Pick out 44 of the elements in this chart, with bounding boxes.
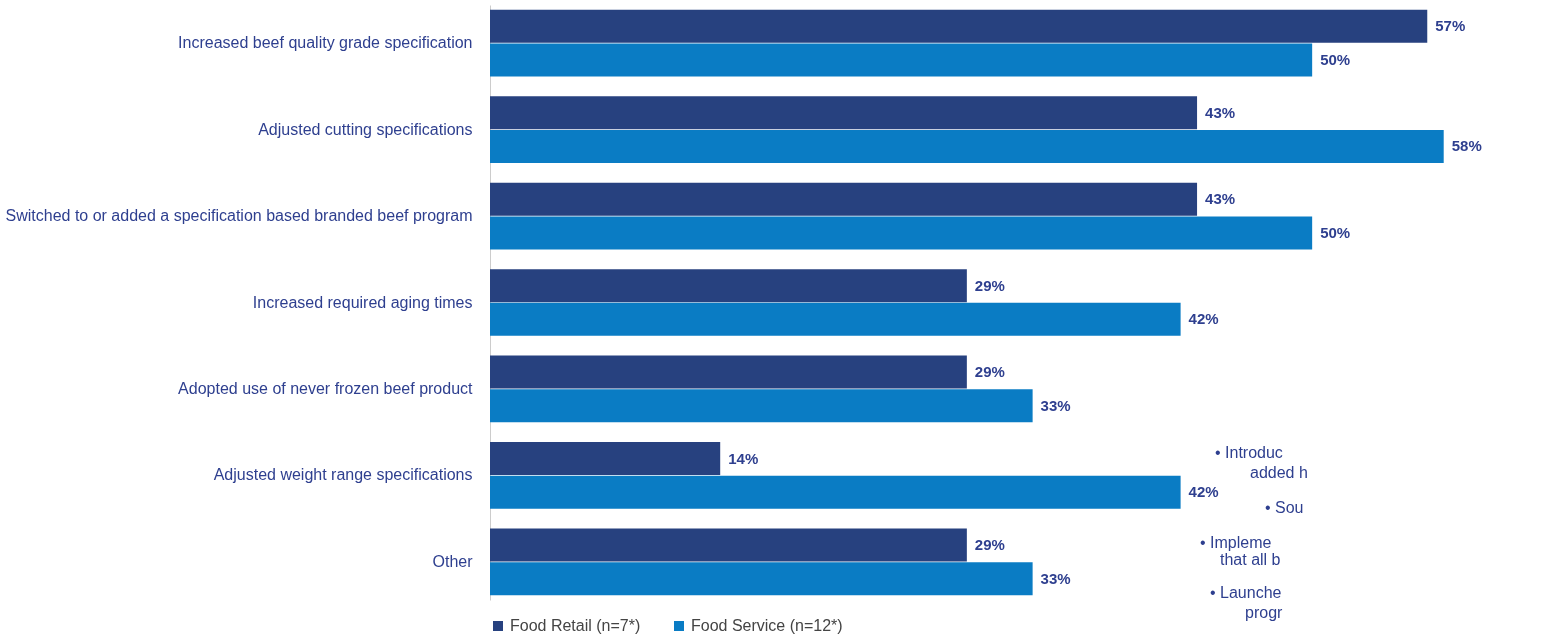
- bar: [490, 129, 1444, 163]
- annotation: • Sou: [1265, 499, 1304, 516]
- data-label: 29%: [974, 363, 1005, 381]
- data-label: 43%: [1205, 190, 1236, 208]
- data-label: 43%: [1205, 103, 1236, 121]
- y-tick-label: Adjusted weight range specifications: [213, 466, 473, 484]
- bar: [490, 355, 967, 389]
- y-tick-label: Adopted use of never frozen beef product: [178, 379, 474, 397]
- data-label: 29%: [974, 536, 1005, 554]
- data-label: 33%: [1040, 396, 1071, 414]
- annotation: added h: [1250, 464, 1308, 481]
- bar: [490, 562, 1033, 596]
- bar: [490, 182, 1198, 216]
- bar: [490, 9, 1428, 43]
- bar: [490, 389, 1033, 423]
- data-label: 33%: [1040, 569, 1071, 587]
- data-label: 58%: [1451, 137, 1482, 155]
- y-tick-label: Adjusted cutting specifications: [258, 120, 473, 138]
- legend-label: Food Retail (n=7*): [510, 617, 641, 634]
- annotation: • Launche: [1210, 584, 1282, 601]
- bar: [490, 216, 1313, 250]
- bar: [490, 43, 1313, 77]
- bar: [490, 269, 967, 303]
- legend-label: Food Service (n=12*): [691, 617, 843, 634]
- bar: [490, 475, 1181, 509]
- y-tick-label: Increased beef quality grade specification: [178, 34, 473, 52]
- data-label: 14%: [728, 449, 759, 467]
- bar: [490, 302, 1181, 336]
- bar: [490, 442, 721, 476]
- bar: [490, 528, 967, 562]
- data-label: 42%: [1188, 483, 1219, 501]
- bar: [490, 96, 1198, 130]
- data-label: 50%: [1320, 50, 1351, 68]
- annotation: that all b: [1220, 551, 1281, 568]
- annotation: • Introduc: [1215, 444, 1283, 461]
- data-label: 29%: [974, 276, 1005, 294]
- annotation: • Impleme: [1200, 534, 1272, 551]
- y-tick-label: Other: [432, 552, 474, 570]
- data-label: 57%: [1435, 17, 1466, 35]
- y-tick-label: Increased required aging times: [252, 293, 473, 311]
- y-tick-label: Switched to or added a specification based branded beef program: [5, 207, 473, 225]
- data-label: 42%: [1188, 310, 1219, 328]
- text: progr: [1245, 604, 1284, 621]
- data-label: 50%: [1320, 223, 1351, 241]
